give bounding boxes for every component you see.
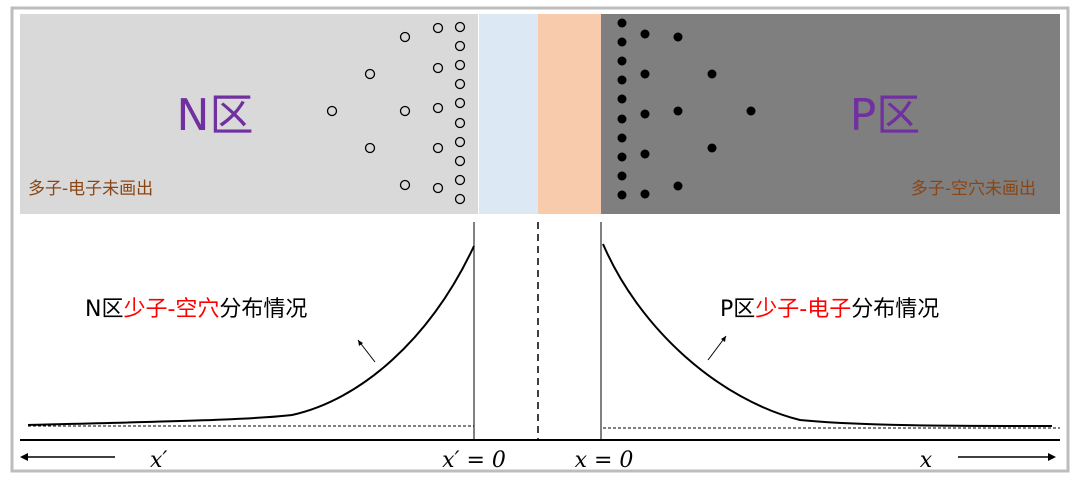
electron-dot <box>707 143 717 153</box>
minority-holes <box>326 21 466 205</box>
p-depletion-region <box>538 14 601 214</box>
hole-circle <box>454 97 466 109</box>
hole-circle <box>364 68 376 80</box>
hole-circle <box>454 136 466 148</box>
electron-dot <box>673 32 683 42</box>
hole-circle <box>399 31 411 43</box>
hole-circle <box>399 179 411 191</box>
electron-dot <box>640 29 650 39</box>
hole-circle <box>454 117 466 129</box>
hole-circle <box>364 142 376 154</box>
electron-dot <box>640 189 650 199</box>
hole-circle <box>432 182 444 194</box>
hole-circle <box>432 22 444 34</box>
axis-right-label: x <box>920 448 933 473</box>
hole-circle <box>399 105 411 117</box>
electron-dot <box>617 94 627 104</box>
electron-dot <box>746 106 756 116</box>
electron-dot <box>640 149 650 159</box>
electron-dot <box>640 109 650 119</box>
p-region-label: P区 <box>850 90 921 141</box>
axis-right-zero-label: x = 0 <box>575 448 634 473</box>
electron-dot <box>617 133 627 143</box>
n-majority-note: 多子-电子未画出 <box>28 179 153 199</box>
electron-dot <box>673 181 683 191</box>
axis-left-label: x′ <box>150 448 167 473</box>
right-arrowhead-icon <box>1048 453 1056 461</box>
electron-dot <box>617 114 627 124</box>
hole-circle <box>454 193 466 205</box>
electron-dot <box>617 56 627 66</box>
n-region-label: N区 <box>177 90 254 141</box>
electron-dot <box>617 75 627 85</box>
electron-dot <box>617 171 627 181</box>
hole-circle <box>432 62 444 74</box>
hole-circle <box>432 142 444 154</box>
hole-circle <box>454 174 466 186</box>
hole-circle <box>454 40 466 52</box>
hole-circle <box>454 78 466 90</box>
n-curve-label: N区少子-空穴分布情况 <box>85 297 307 322</box>
hole-circle <box>454 155 466 167</box>
p-electron-distribution-curve <box>602 243 1053 427</box>
electron-dot <box>707 69 717 79</box>
minority-electrons <box>617 18 756 200</box>
electron-dot <box>617 37 627 47</box>
hole-circle <box>326 105 338 117</box>
p-curve-label: P区少子-电子分布情况 <box>720 297 939 322</box>
hole-circle <box>432 102 444 114</box>
n-pointer-arrowhead-icon <box>358 340 363 346</box>
electron-dot <box>640 69 650 79</box>
p-majority-note: 多子-空穴未画出 <box>911 179 1036 199</box>
p-pointer-arrowhead-icon <box>721 336 726 342</box>
electron-dot <box>617 190 627 200</box>
electron-dot <box>673 106 683 116</box>
hole-circle <box>454 21 466 33</box>
n-depletion-region <box>479 14 538 214</box>
axis-left-zero-label: x′ = 0 <box>442 448 506 473</box>
hole-circle <box>454 59 466 71</box>
left-arrowhead-icon <box>20 453 28 461</box>
electron-dot <box>617 152 627 162</box>
electron-dot <box>617 18 627 28</box>
n-hole-distribution-curve <box>27 245 475 426</box>
